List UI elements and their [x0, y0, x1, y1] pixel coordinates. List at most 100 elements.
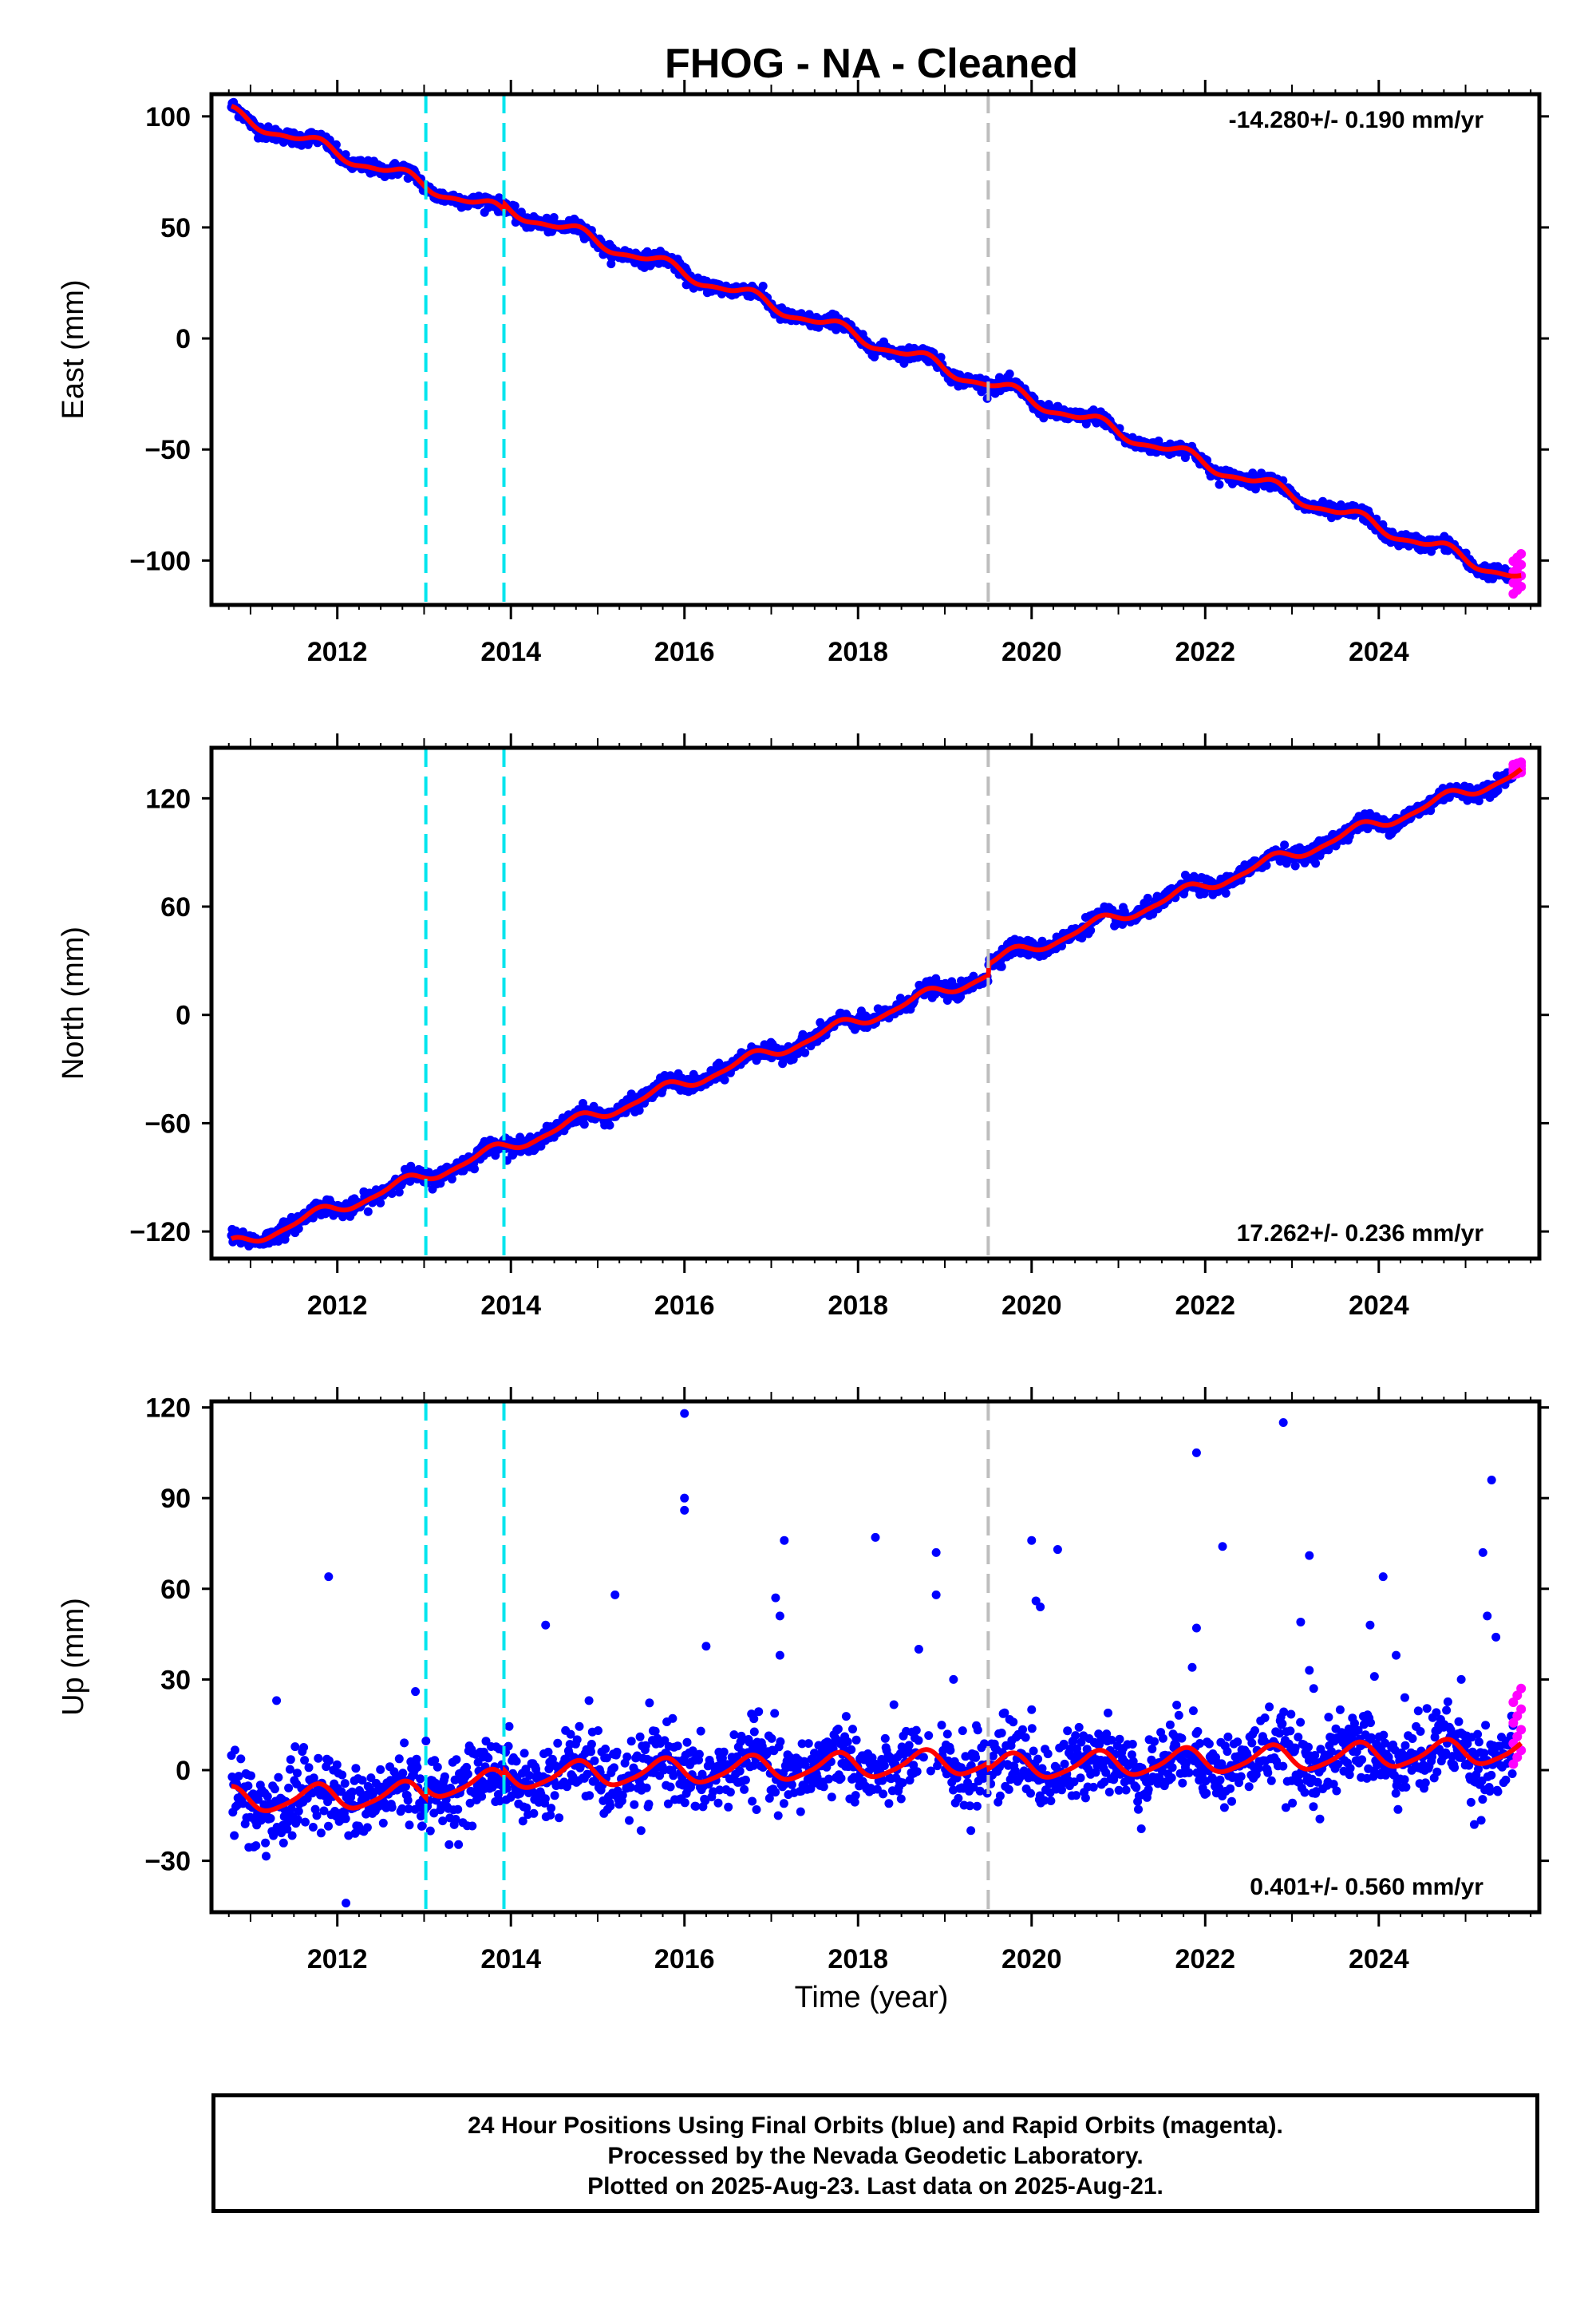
final-orbit-point — [714, 1058, 724, 1068]
final-orbit-point — [299, 1743, 309, 1752]
final-orbit-point — [412, 1754, 421, 1764]
final-orbit-point — [848, 1725, 857, 1734]
final-orbit-point — [800, 1048, 810, 1057]
final-orbit-points — [227, 1409, 1527, 1908]
final-orbit-point — [1021, 1733, 1030, 1742]
final-orbit-point — [880, 1733, 890, 1743]
final-orbit-point — [1324, 845, 1333, 855]
final-orbit-point — [590, 1756, 599, 1765]
final-orbit-point — [827, 1792, 836, 1802]
final-orbit-point — [290, 1742, 300, 1752]
y-tick-label: 50 — [160, 213, 191, 243]
final-orbit-point — [447, 1174, 456, 1184]
final-orbit-point — [1086, 926, 1096, 935]
final-orbit-point — [363, 1207, 373, 1216]
final-orbit-point — [942, 1729, 952, 1739]
final-orbit-point — [510, 201, 519, 211]
final-orbit-point — [773, 1811, 783, 1820]
final-orbit-point — [594, 1726, 602, 1735]
final-orbit-point — [417, 1821, 427, 1831]
final-orbit-point — [625, 1816, 634, 1825]
rapid-orbit-point — [1516, 549, 1527, 559]
final-orbit-point — [668, 1713, 678, 1723]
final-orbit-point — [340, 1779, 350, 1788]
final-orbit-point — [463, 1769, 472, 1779]
y-tick-label: 60 — [160, 892, 191, 923]
final-orbit-point — [713, 1798, 723, 1808]
final-orbit-point — [287, 1831, 297, 1840]
final-orbit-point — [645, 1698, 654, 1708]
final-orbit-point — [841, 1712, 851, 1721]
final-orbit-point — [416, 1774, 425, 1784]
final-orbit-point — [918, 1753, 928, 1762]
final-orbit-point — [459, 1166, 468, 1176]
final-orbit-point — [477, 1792, 487, 1801]
final-orbit-point — [642, 1783, 651, 1792]
final-orbit-point — [376, 1765, 385, 1774]
final-orbit-point — [341, 150, 350, 160]
final-orbit-point — [626, 1737, 636, 1746]
final-orbit-point — [572, 1735, 582, 1745]
final-orbit-point — [833, 1725, 843, 1733]
final-orbit-point — [587, 1747, 595, 1757]
final-orbit-point — [973, 1725, 982, 1735]
final-orbit-point — [896, 1794, 906, 1804]
final-orbit-point — [1143, 893, 1152, 903]
final-orbit-point — [243, 1781, 253, 1791]
final-orbit-point — [547, 1804, 556, 1813]
final-orbit-point — [301, 1817, 310, 1827]
final-orbit-point — [912, 1767, 922, 1777]
final-orbit-point — [796, 1807, 805, 1816]
final-orbit-point — [754, 1707, 764, 1717]
final-orbit-point — [1029, 1746, 1038, 1756]
final-orbit-point — [904, 1741, 914, 1750]
final-orbit-point — [924, 1731, 934, 1741]
final-orbit-point — [758, 282, 768, 290]
final-orbit-point — [270, 1784, 279, 1794]
final-orbit-point — [997, 1729, 1006, 1737]
final-orbit-point — [610, 1763, 618, 1773]
final-orbit-point — [997, 962, 1006, 971]
final-orbit-point — [956, 992, 966, 1002]
final-orbit-point — [851, 1791, 860, 1800]
x-tick-label: 2018 — [828, 637, 888, 667]
final-orbit-point — [308, 1823, 318, 1832]
final-orbit-point — [972, 1801, 982, 1811]
final-orbit-point — [914, 1736, 923, 1745]
final-orbit-point — [680, 1798, 689, 1808]
x-tick-label: 2016 — [654, 1290, 715, 1321]
final-orbit-point — [230, 1831, 239, 1840]
y-tick-label: 120 — [145, 784, 191, 814]
final-orbit-point — [452, 1755, 461, 1765]
x-tick-label: 2020 — [1001, 637, 1062, 667]
final-orbit-point — [694, 1749, 704, 1759]
y-tick-label: −50 — [144, 435, 191, 465]
final-orbit-point — [351, 1764, 361, 1773]
final-orbit-point — [251, 1841, 261, 1851]
final-orbit-point — [398, 1769, 408, 1778]
y-axis-label: North (mm) — [57, 927, 90, 1080]
final-orbit-point — [300, 1756, 310, 1765]
y-tick-label: −60 — [144, 1109, 191, 1139]
final-orbit-point — [696, 1726, 705, 1736]
final-orbit-point — [606, 1801, 615, 1811]
x-tick-label: 2018 — [828, 1290, 888, 1321]
final-orbit-point — [911, 1725, 921, 1735]
final-orbit-point — [724, 1802, 733, 1812]
x-tick-label: 2012 — [307, 637, 368, 667]
final-orbit-point — [946, 1745, 955, 1755]
model-fit-line — [230, 104, 1522, 579]
final-orbit-point — [549, 213, 559, 222]
final-orbit-point — [847, 1745, 856, 1754]
final-orbit-point — [512, 1757, 521, 1766]
final-orbit-point — [819, 1782, 828, 1792]
x-tick-label: 2016 — [654, 637, 715, 667]
final-orbit-point — [1026, 1788, 1035, 1798]
final-orbit-point — [824, 1774, 834, 1784]
final-orbit-point — [504, 1721, 514, 1731]
final-orbit-point — [454, 1840, 464, 1849]
final-orbit-point — [312, 1811, 322, 1820]
final-orbit-point — [958, 1726, 967, 1736]
